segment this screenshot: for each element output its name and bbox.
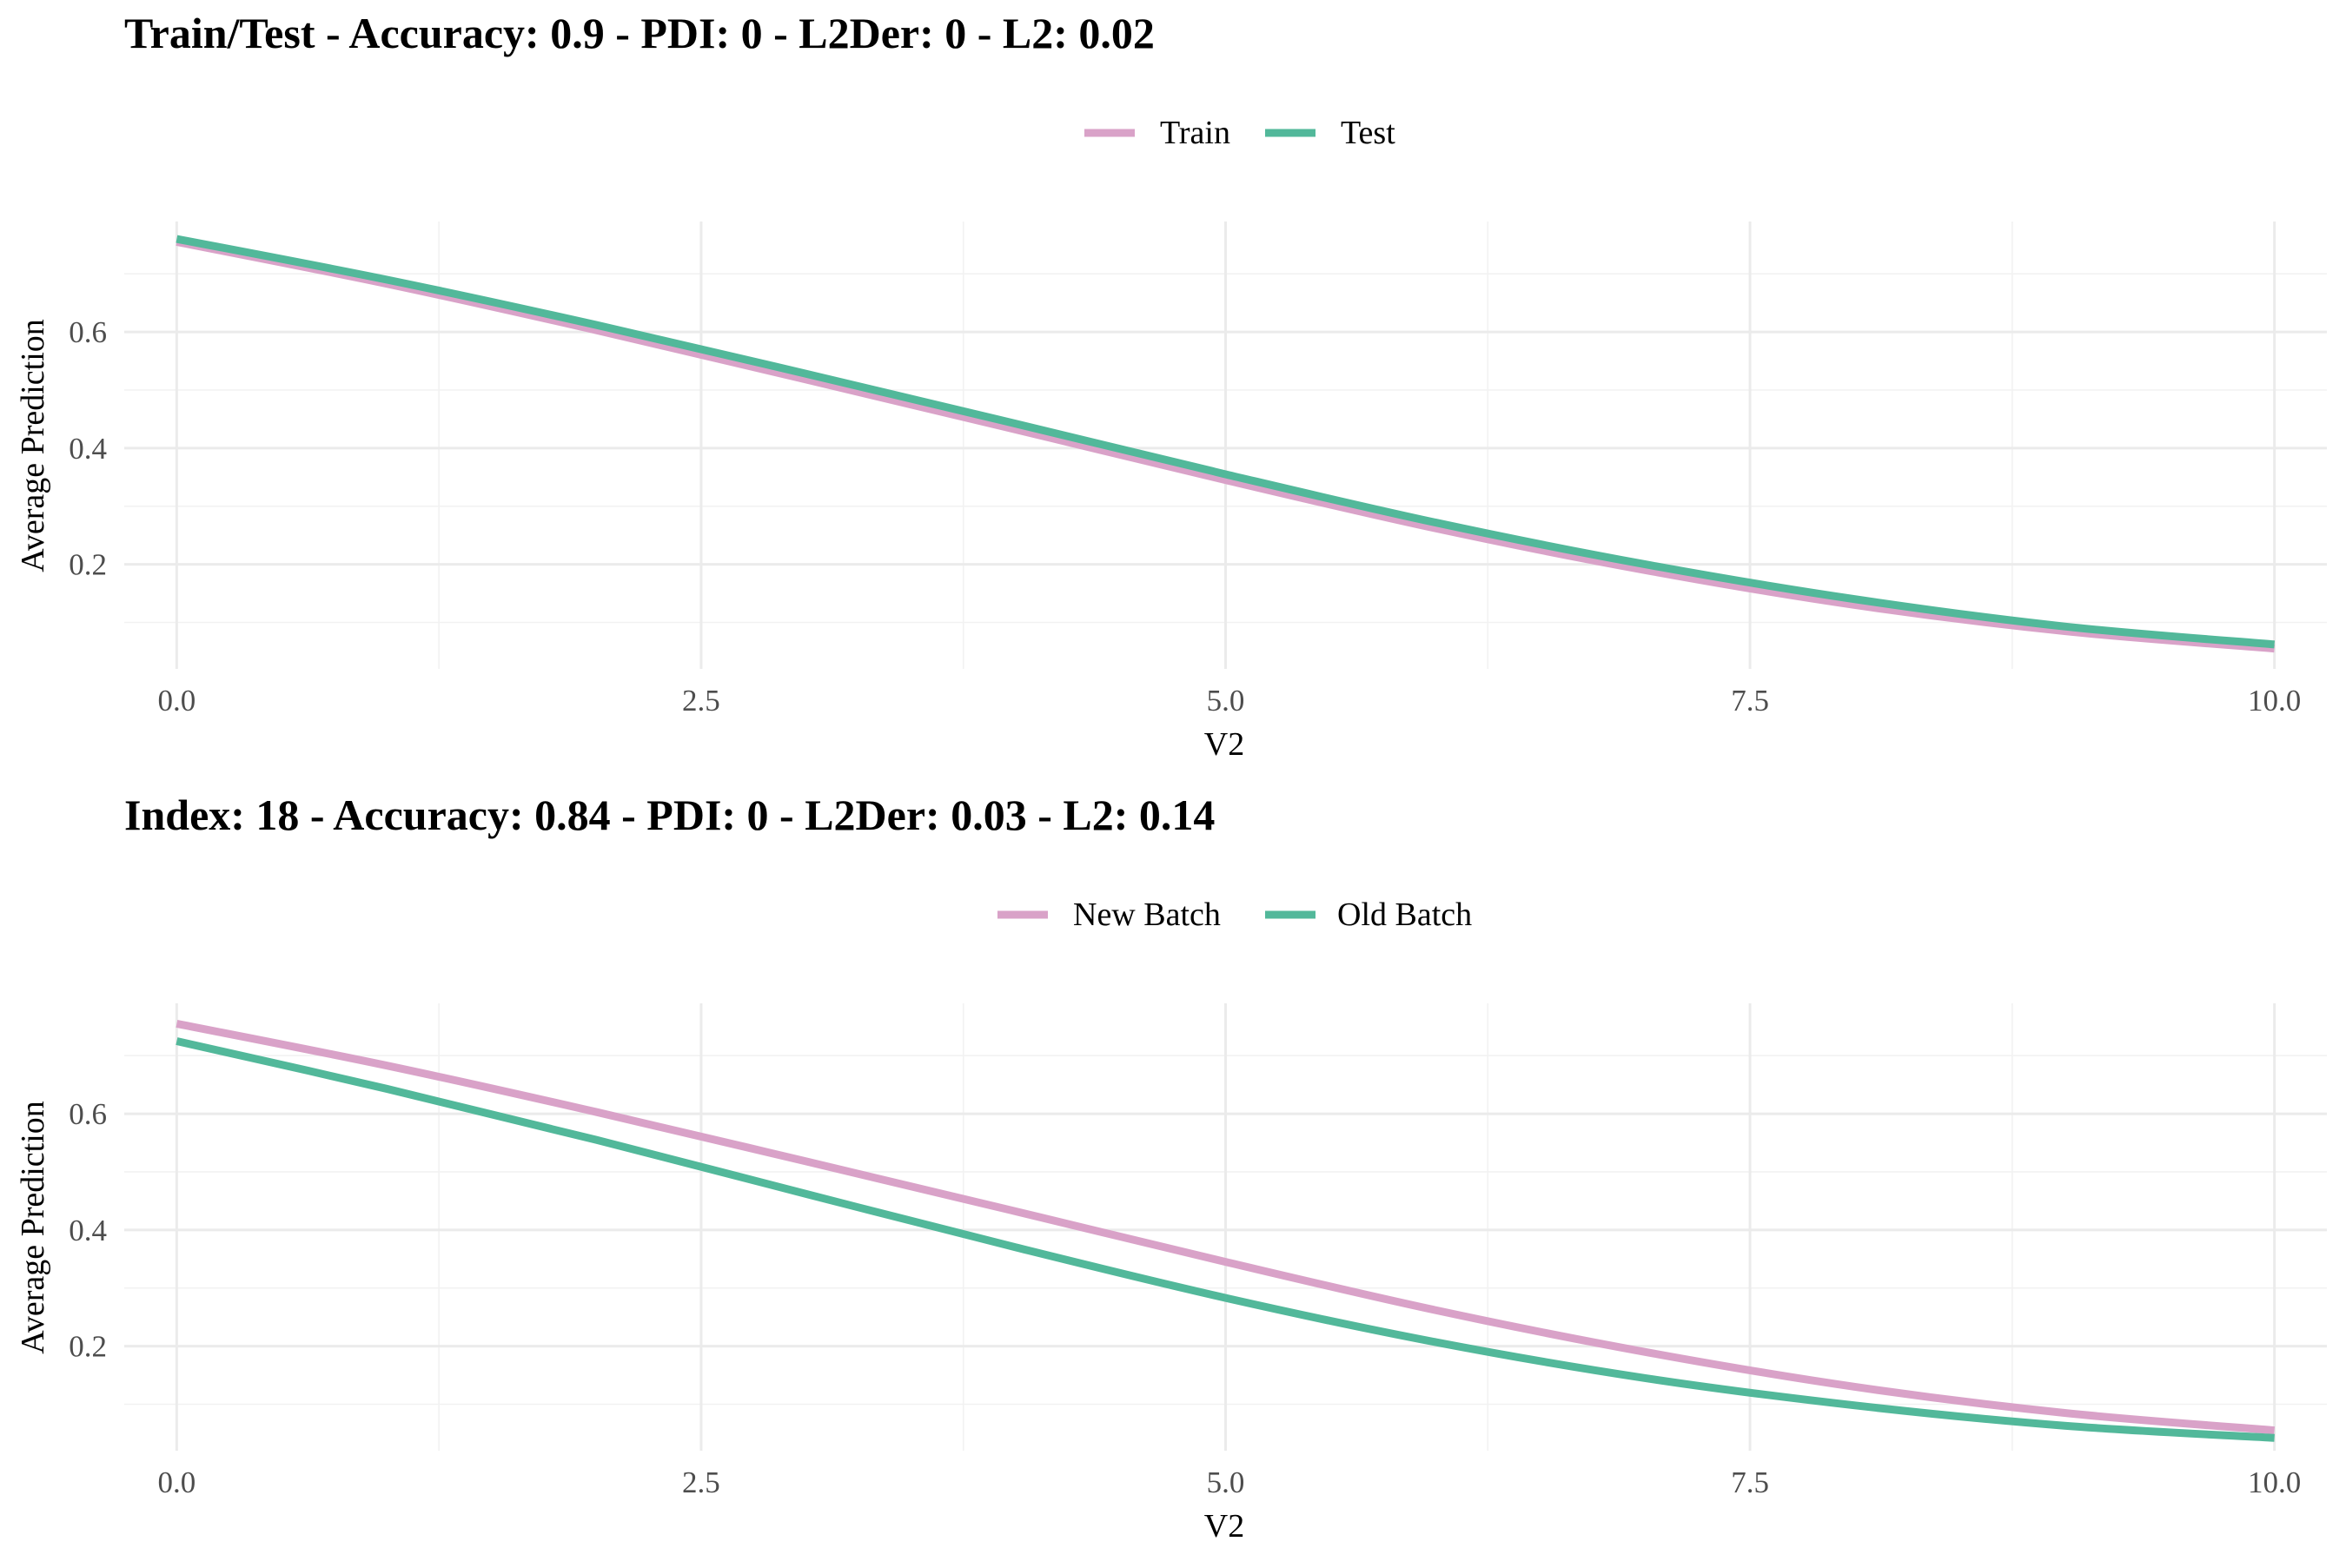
legend-2: New Batch Old Batch [997,896,1472,933]
series-line-old-batch [176,1037,2275,1442]
y-tick-label-2: 0.2 [69,1330,107,1364]
x-tick-label-2: 2.5 [682,1465,720,1499]
x-tick-label-2: 7.5 [1731,1465,1769,1499]
tick-labels-1: 0.0 2.5 5.0 7.5 10.0 0.2 0.4 0.6 [69,315,2301,718]
x-tick-label-2: 0.0 [157,1465,196,1499]
y-axis-label-1: Average Prediction [15,319,51,572]
legend-label-train: Train [1160,115,1230,151]
plot-lines-1 [176,235,2276,653]
chart-panel-1: Train/Test - Accuracy: 0.9 - PDI: 0 - L2… [15,9,2327,763]
legend-label-old-batch: Old Batch [1337,896,1472,933]
x-tick-label-2: 5.0 [1207,1465,1245,1499]
grid-1 [124,222,2327,669]
y-tick-label-2: 0.4 [69,1214,107,1247]
y-axis-label-2: Average Prediction [15,1101,51,1354]
x-tick-label-1: 5.0 [1207,684,1245,718]
plot-lines-2 [176,1019,2276,1442]
x-tick-label-1: 7.5 [1731,684,1769,718]
y-tick-label-1: 0.6 [69,315,107,349]
y-tick-label-1: 0.2 [69,548,107,582]
grid-2 [124,1003,2327,1451]
tick-labels-2: 0.0 2.5 5.0 7.5 10.0 0.2 0.4 0.6 [69,1097,2301,1499]
x-tick-label-1: 0.0 [157,684,196,718]
legend-label-test: Test [1341,115,1395,151]
x-tick-label-1: 10.0 [2248,684,2301,718]
chart-title-2: Index: 18 - Accuracy: 0.84 - PDI: 0 - L2… [124,791,1215,839]
series-line-new-batch [176,1019,2276,1435]
x-axis-label-2: V2 [1204,1508,1244,1545]
series-line-test [176,235,2276,649]
series-line-train [176,237,2276,653]
legend-1: Train Test [1084,115,1395,151]
x-tick-label-1: 2.5 [682,684,720,718]
x-axis-label-1: V2 [1204,726,1244,763]
x-tick-label-2: 10.0 [2248,1465,2301,1499]
y-tick-label-1: 0.4 [69,432,107,466]
legend-label-new-batch: New Batch [1073,896,1221,933]
y-tick-label-2: 0.6 [69,1097,107,1131]
chart-title-1: Train/Test - Accuracy: 0.9 - PDI: 0 - L2… [124,9,1155,57]
chart-panel-2: Index: 18 - Accuracy: 0.84 - PDI: 0 - L2… [15,791,2327,1545]
